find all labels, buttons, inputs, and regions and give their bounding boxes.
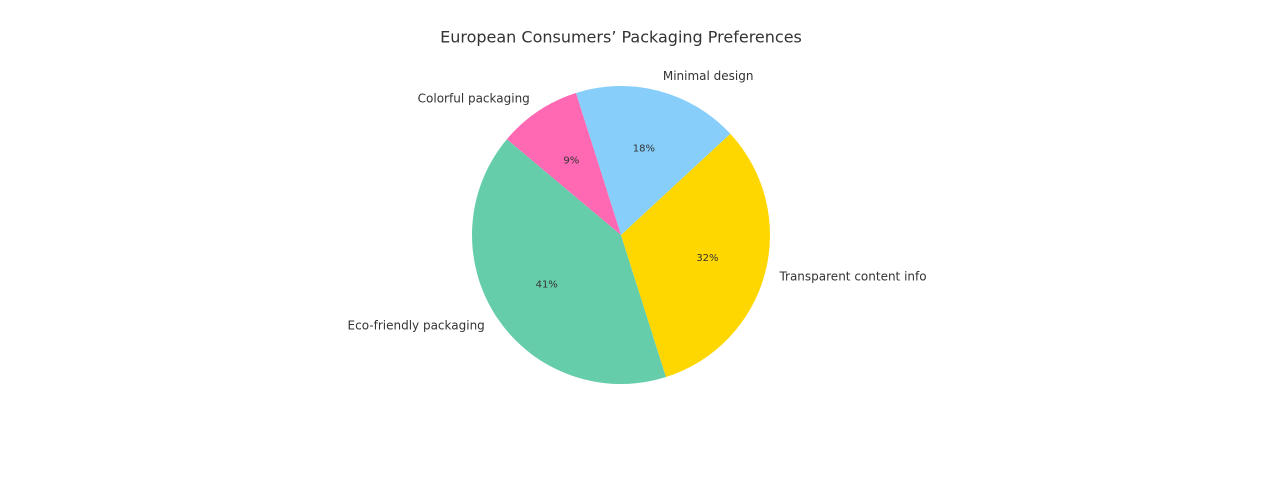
slice-label: Colorful packaging bbox=[418, 91, 530, 105]
pie-slice bbox=[506, 92, 621, 235]
percent-label: 9% bbox=[563, 156, 579, 167]
percent-label: 32% bbox=[696, 253, 718, 264]
pie-slice bbox=[575, 86, 731, 235]
chart-title: European Consumers’ Packaging Preference… bbox=[440, 28, 802, 47]
pie-slice bbox=[621, 133, 770, 378]
slice-label: Transparent content info bbox=[778, 269, 926, 283]
percent-label: 41% bbox=[536, 280, 558, 291]
pie-slice bbox=[471, 139, 667, 385]
slice-label: Minimal design bbox=[663, 69, 754, 83]
percent-label: 18% bbox=[633, 144, 655, 155]
slice-label: Eco-friendly packaging bbox=[348, 319, 485, 333]
